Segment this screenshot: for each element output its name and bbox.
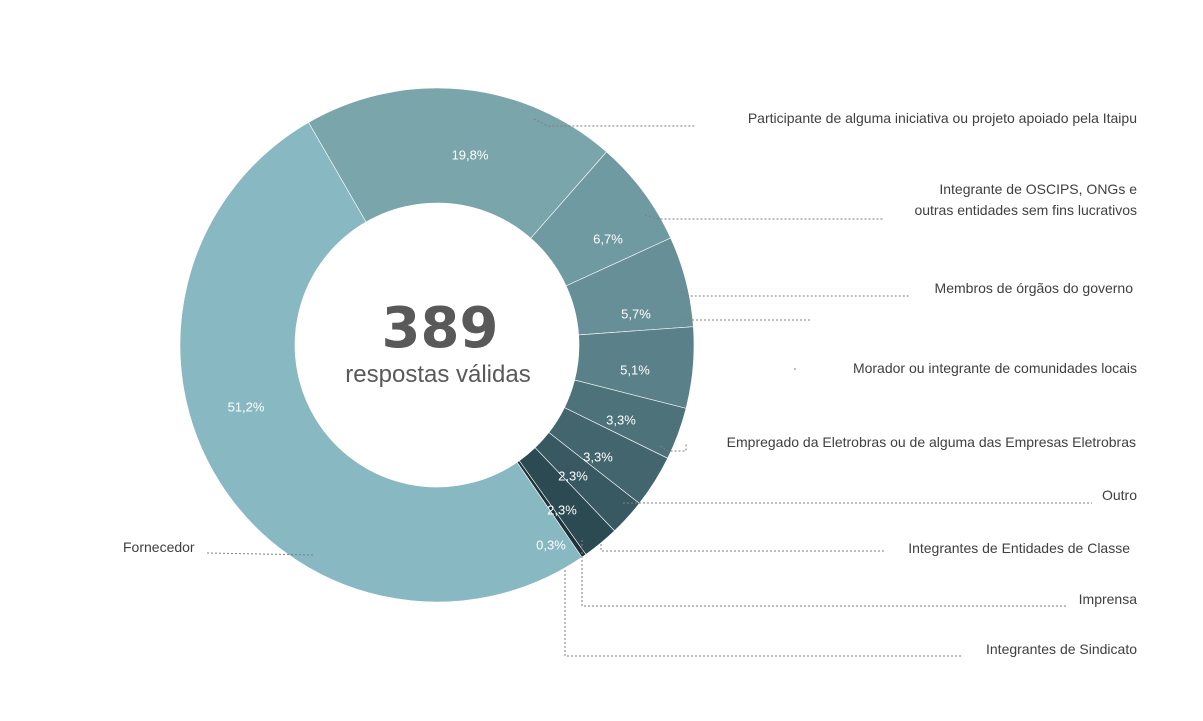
slice-0 — [308, 87, 607, 239]
slice-percent-label: 2,3% — [547, 502, 577, 517]
leader-lines — [206, 118, 1092, 657]
slice-percent-label: 3,3% — [606, 412, 636, 427]
slice-percent-label: 5,1% — [620, 362, 650, 377]
slice-percent-label: 2,3% — [558, 468, 588, 483]
slice-percent-label: 3,3% — [583, 449, 613, 464]
center-total: 389 — [382, 296, 499, 361]
category-labels: Participante de alguma iniciativa ou pro… — [123, 110, 1137, 657]
slice-category-label: Integrante de OSCIPS, ONGs e outras entid… — [914, 181, 1137, 218]
leader-line — [581, 540, 1067, 607]
slice-category-label: Outro — [1102, 487, 1137, 503]
slice-category-label: Integrantes de Sindicato — [986, 641, 1137, 657]
slice-percent-label: 5,7% — [621, 306, 651, 321]
donut-hole — [295, 203, 579, 487]
donut-slices — [179, 87, 695, 603]
leader-line — [644, 214, 883, 220]
slice-category-label: Participante de alguma iniciativa ou pro… — [748, 110, 1137, 126]
slice-percent-label: 51,2% — [228, 399, 265, 414]
slice-category-label: Empregado da Eletrobras ou de alguma das… — [727, 434, 1136, 450]
leader-line — [564, 570, 962, 657]
slice-category-label: Fornecedor — [123, 539, 195, 555]
slice-percent-label: 6,7% — [593, 231, 623, 246]
slice-category-label: Morador ou integrante de comunidades loc… — [853, 360, 1137, 376]
percent-labels: 19,8% 6,7% 5,7% 5,1% 3,3% 3,3% 2,3% 2,3% 0,3% 51,… — [228, 147, 652, 552]
slice-category-label: Integrantes de Entidades de Classe — [908, 540, 1130, 556]
leader-line — [600, 544, 884, 552]
slice-percent-label: 0,3% — [536, 537, 566, 552]
leader-line — [533, 118, 695, 127]
slice-category-label: Imprensa — [1079, 591, 1138, 607]
slice-percent-label: 19,8% — [452, 147, 489, 162]
slice-category-label: Membros de órgãos do governo — [935, 280, 1134, 296]
leader-line — [206, 552, 315, 556]
leader-line — [675, 289, 910, 297]
center-caption: respostas válidas — [345, 361, 530, 388]
leader-line — [659, 443, 687, 452]
